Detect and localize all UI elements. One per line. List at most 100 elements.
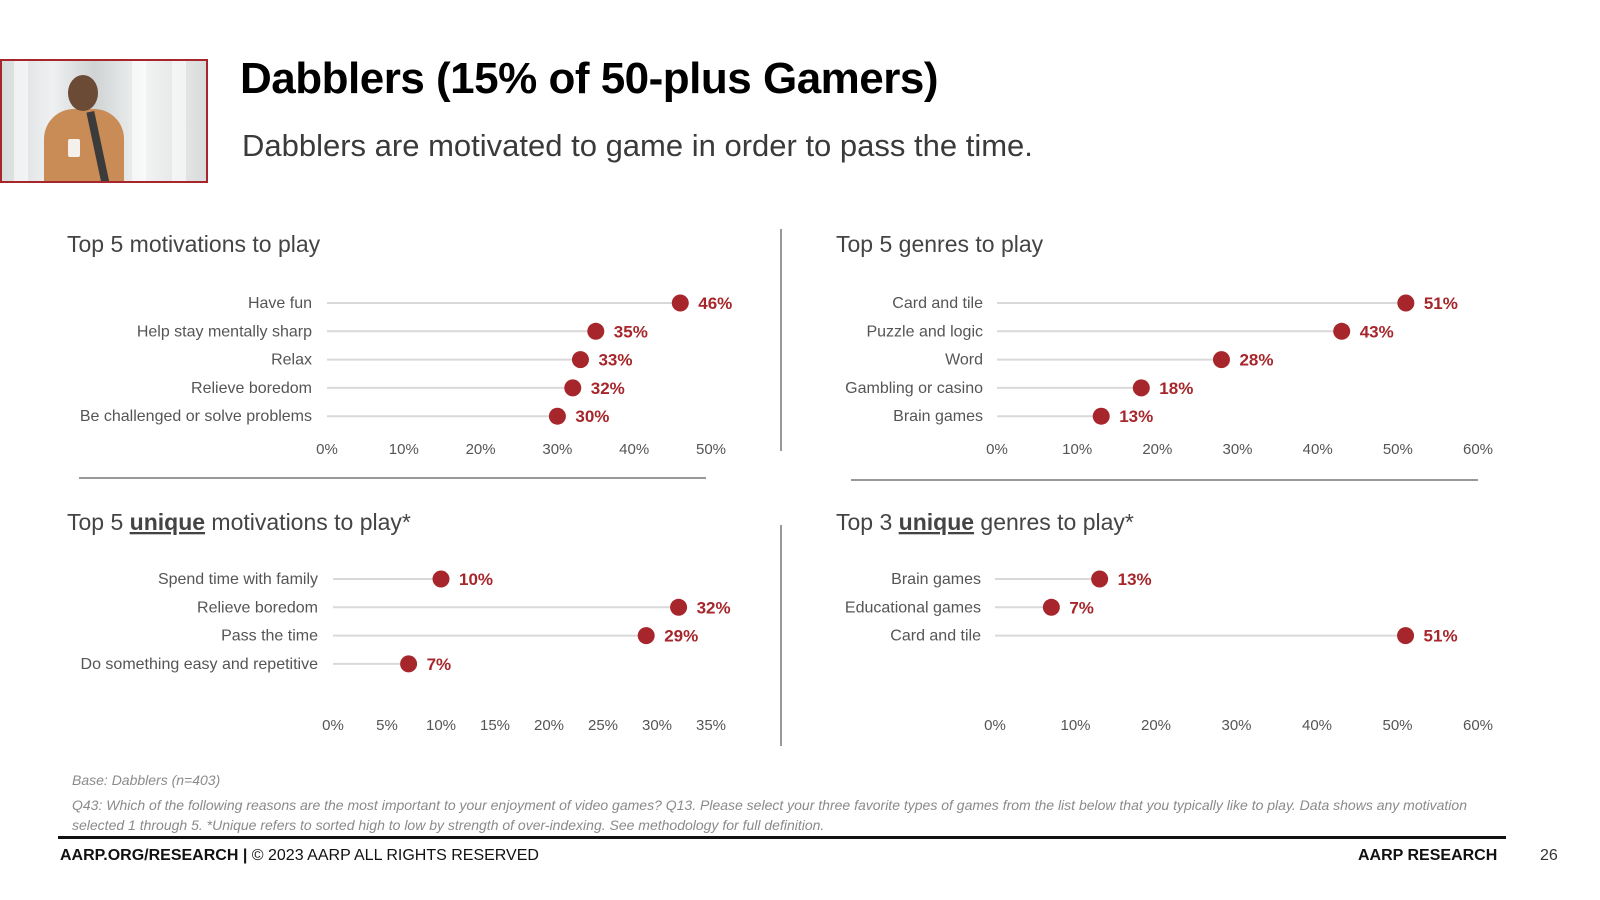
tick-label: 0% (316, 441, 338, 458)
tick-label: 10% (426, 717, 456, 734)
tick-label: 10% (1062, 441, 1092, 458)
data-label: 28% (1239, 351, 1273, 370)
chart-unique-genres: Top 3 unique genres to play* Brain games… (836, 509, 1493, 734)
chart-title-suffix: genres to play* (974, 509, 1134, 535)
data-label: 10% (459, 570, 493, 589)
tick-label: 20% (466, 441, 496, 458)
chart-title: Top 5 motivations to play (67, 231, 321, 257)
data-point (1042, 598, 1060, 616)
photo-column (132, 61, 146, 181)
category-label: Card and tile (892, 295, 983, 312)
data-label: 35% (614, 322, 648, 341)
category-label: Relax (271, 352, 312, 369)
tick-label: 30% (542, 441, 572, 458)
tick-label: 50% (696, 441, 726, 458)
category-label: Be challenged or solve problems (80, 408, 312, 425)
data-point (1091, 570, 1109, 588)
chart-top-motivations: Top 5 motivations to play Have fun 46% Hel… (67, 231, 732, 458)
slide-subtitle: Dabblers are motivated to game in order … (242, 128, 1033, 163)
page-number: 26 (1540, 847, 1558, 864)
tick-label: 20% (1141, 717, 1171, 734)
data-label: 13% (1118, 570, 1152, 589)
data-point (587, 322, 605, 340)
tick-label: 60% (1463, 441, 1493, 458)
data-point (400, 655, 418, 673)
photo-person-head (68, 75, 98, 111)
data-label: 18% (1159, 379, 1193, 398)
data-label: 13% (1119, 407, 1153, 426)
footer-site-link[interactable]: AARP.ORG/RESEARCH | (60, 847, 248, 864)
chart-title-suffix: motivations to play* (205, 509, 411, 535)
footnote-base: Base: Dabblers (n=403) (72, 772, 221, 788)
category-label: Word (945, 352, 983, 369)
chart-unique-motivations: Top 5 unique motivations to play* Spend … (67, 509, 731, 734)
data-label: 30% (575, 407, 609, 426)
category-label: Spend time with family (158, 571, 318, 588)
chart-title-prefix: Top 3 (836, 509, 899, 535)
chart-title-prefix: Top 5 (67, 509, 130, 535)
tick-label: 50% (1382, 717, 1412, 734)
tick-label: 0% (986, 441, 1008, 458)
category-label: Puzzle and logic (866, 323, 983, 340)
tick-label: 35% (696, 717, 726, 734)
chart-title-emphasis: unique (899, 509, 974, 535)
category-label: Brain games (891, 571, 981, 588)
tick-label: 30% (1221, 717, 1251, 734)
tick-label: 40% (1303, 441, 1333, 458)
footer-rule (58, 836, 1506, 839)
data-label: 32% (697, 598, 731, 617)
tick-label: 0% (322, 717, 344, 734)
category-label: Educational games (845, 599, 981, 616)
data-label: 29% (664, 627, 698, 646)
tick-label: 5% (376, 717, 398, 734)
footer-copyright: AARP.ORG/RESEARCH | © 2023 AARP ALL RIGH… (60, 847, 539, 865)
category-label: Relieve boredom (197, 599, 318, 616)
photo-coffee-cup (68, 139, 80, 157)
tick-label: 40% (1302, 717, 1332, 734)
data-point (671, 294, 689, 312)
data-point (1212, 351, 1230, 369)
tick-label: 25% (588, 717, 618, 734)
category-label: Have fun (248, 295, 312, 312)
slide-title: Dabblers (15% of 50-plus Gamers) (240, 54, 939, 103)
tick-label: 30% (1222, 441, 1252, 458)
data-point (1092, 407, 1110, 425)
data-label: 32% (591, 379, 625, 398)
data-label: 51% (1424, 627, 1458, 646)
chart-title: Top 5 unique motivations to play* (67, 509, 411, 535)
photo-column (172, 61, 186, 181)
data-label: 7% (1069, 598, 1094, 617)
data-point (564, 379, 582, 397)
category-label: Brain games (893, 408, 983, 425)
data-point (670, 598, 688, 616)
footer-brand: AARP RESEARCH (1358, 847, 1498, 864)
data-point (637, 627, 655, 645)
chart-title: Top 3 unique genres to play* (836, 509, 1134, 535)
tick-label: 50% (1383, 441, 1413, 458)
tick-label: 15% (480, 717, 510, 734)
category-label: Help stay mentally sharp (137, 323, 312, 340)
data-point (1333, 322, 1351, 340)
footnote-question: Q43: Which of the following reasons are … (72, 797, 1467, 833)
data-point (1132, 379, 1150, 397)
chart-title: Top 5 genres to play (836, 231, 1044, 257)
tick-label: 40% (619, 441, 649, 458)
category-label: Pass the time (221, 628, 318, 645)
photo-person-body (44, 109, 124, 181)
category-label: Card and tile (890, 628, 981, 645)
person-with-phone-photo (0, 59, 208, 183)
footer-rights: © 2023 AARP ALL RIGHTS RESERVED (247, 847, 539, 864)
category-label: Do something easy and repetitive (81, 656, 319, 673)
data-point (1397, 294, 1415, 312)
data-point (548, 407, 566, 425)
data-label: 51% (1424, 294, 1458, 313)
data-label: 46% (698, 294, 732, 313)
chart-title-emphasis: unique (130, 509, 205, 535)
tick-label: 10% (1060, 717, 1090, 734)
category-label: Relieve boredom (191, 380, 312, 397)
data-label: 7% (427, 655, 452, 674)
tick-label: 20% (534, 717, 564, 734)
photo-column (14, 61, 28, 181)
data-label: 33% (598, 351, 632, 370)
